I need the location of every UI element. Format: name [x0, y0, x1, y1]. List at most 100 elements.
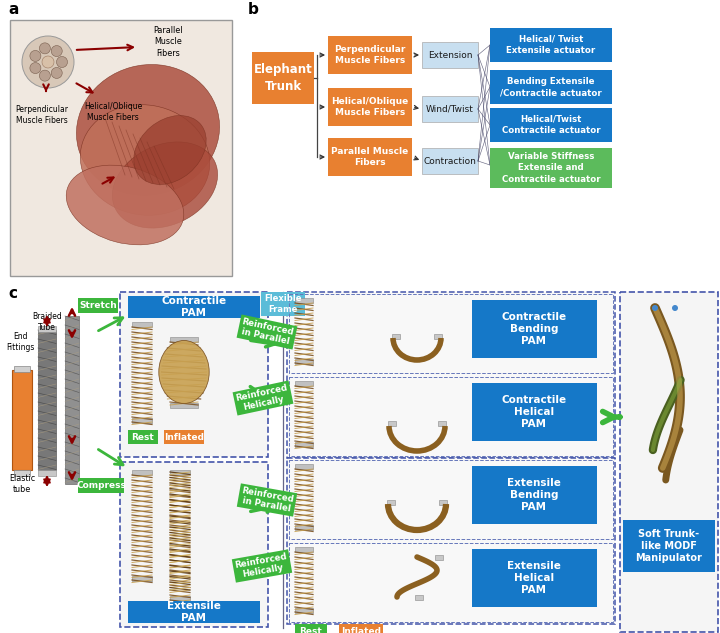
Text: c: c	[8, 286, 17, 301]
Text: Compress: Compress	[76, 481, 126, 490]
Bar	[78, 478, 124, 493]
Text: Reinforced
Helically: Reinforced Helically	[235, 383, 291, 413]
Text: Extensile
Helical
PAM: Extensile Helical PAM	[507, 561, 561, 596]
Bar	[623, 520, 715, 572]
Text: Bending Extensile
/Contractile actuator: Bending Extensile /Contractile actuator	[500, 77, 602, 97]
Circle shape	[672, 305, 678, 311]
Circle shape	[652, 305, 658, 311]
Bar	[295, 464, 313, 469]
Text: Wind/Twist: Wind/Twist	[426, 104, 474, 113]
Bar	[252, 52, 314, 104]
Bar	[120, 292, 268, 457]
Bar	[78, 298, 118, 313]
Text: Inflated: Inflated	[164, 432, 204, 441]
Bar	[387, 500, 395, 505]
Bar	[339, 624, 383, 633]
Bar	[164, 430, 204, 444]
Bar	[328, 88, 412, 126]
Bar	[289, 543, 613, 622]
Bar	[490, 148, 612, 188]
Bar	[490, 70, 612, 104]
Bar	[128, 430, 158, 444]
Text: Helical/Twist
Contractile actuator: Helical/Twist Contractile actuator	[502, 115, 600, 135]
Text: Perpendicular
Muscle Fibers: Perpendicular Muscle Fibers	[16, 105, 68, 125]
Text: Helical/ Twist
Extensile actuator: Helical/ Twist Extensile actuator	[506, 35, 595, 55]
Bar	[295, 624, 327, 633]
Text: Contractile
PAM: Contractile PAM	[161, 296, 227, 318]
Bar	[295, 608, 313, 613]
Text: Helical/Oblique
Muscle Fibers: Helical/Oblique Muscle Fibers	[331, 97, 409, 117]
Bar	[170, 337, 198, 342]
Ellipse shape	[80, 104, 210, 215]
Bar	[435, 555, 443, 560]
Circle shape	[56, 56, 68, 68]
Text: Rest: Rest	[300, 627, 323, 633]
Bar	[439, 500, 447, 505]
Bar	[10, 20, 232, 276]
Bar	[392, 334, 400, 339]
Text: Elastic
tube: Elastic tube	[9, 474, 35, 494]
Text: Contractile
Helical
PAM: Contractile Helical PAM	[501, 394, 567, 429]
Bar	[132, 418, 152, 423]
Bar	[422, 96, 478, 122]
Circle shape	[30, 51, 41, 61]
Ellipse shape	[159, 341, 210, 403]
Text: End
Fittings: End Fittings	[6, 332, 34, 352]
Text: b: b	[248, 2, 259, 17]
Bar	[287, 458, 615, 624]
Circle shape	[40, 43, 50, 54]
Text: Braided
Tube: Braided Tube	[32, 312, 62, 332]
Bar	[490, 28, 612, 62]
Circle shape	[22, 36, 74, 88]
Bar	[328, 36, 412, 74]
Bar	[132, 322, 152, 327]
Bar	[128, 296, 260, 318]
Bar	[295, 381, 313, 386]
Text: a: a	[8, 2, 19, 17]
Ellipse shape	[66, 165, 184, 245]
Bar	[472, 383, 597, 441]
Bar	[132, 470, 152, 475]
Bar	[38, 326, 56, 332]
Bar	[295, 359, 313, 364]
Text: Helical/Oblique
Muscle Fibers: Helical/Oblique Muscle Fibers	[84, 102, 142, 122]
Ellipse shape	[112, 142, 217, 228]
Bar	[472, 549, 597, 607]
Text: Inflated: Inflated	[341, 627, 381, 633]
Bar	[388, 421, 396, 426]
Bar	[128, 601, 260, 623]
Text: Soft Trunk-
like MODF
Manipulator: Soft Trunk- like MODF Manipulator	[636, 529, 703, 563]
Circle shape	[30, 63, 41, 73]
Bar	[289, 377, 613, 456]
Text: Rest: Rest	[132, 432, 154, 441]
Circle shape	[51, 68, 62, 78]
Text: Extension: Extension	[428, 51, 472, 60]
Bar	[438, 421, 446, 426]
Bar	[295, 442, 313, 447]
Text: Perpendicular
Muscle Fibers: Perpendicular Muscle Fibers	[334, 45, 405, 65]
Bar	[65, 316, 79, 484]
Ellipse shape	[134, 115, 206, 184]
Bar	[328, 138, 412, 176]
Text: Variable Stiffness
Extensile and
Contractile actuator: Variable Stiffness Extensile and Contrac…	[502, 153, 600, 184]
Text: Reinforced
in Parallel: Reinforced in Parallel	[239, 317, 295, 347]
Bar	[132, 576, 152, 581]
Text: Stretch: Stretch	[79, 301, 117, 310]
Text: Extensile
Bending
PAM: Extensile Bending PAM	[507, 478, 561, 512]
Bar	[472, 300, 597, 358]
Bar	[490, 108, 612, 142]
Circle shape	[42, 56, 54, 68]
Bar	[415, 595, 423, 600]
Bar	[38, 470, 56, 476]
Bar	[170, 596, 190, 601]
Bar	[170, 470, 190, 475]
Text: Flexible
Frame: Flexible Frame	[264, 294, 302, 314]
Bar	[261, 292, 305, 316]
Text: Contraction: Contraction	[423, 156, 477, 165]
Bar	[472, 466, 597, 524]
Bar	[14, 470, 30, 476]
Bar	[422, 148, 478, 174]
Bar	[620, 292, 718, 632]
Bar	[295, 525, 313, 530]
Circle shape	[40, 70, 50, 81]
